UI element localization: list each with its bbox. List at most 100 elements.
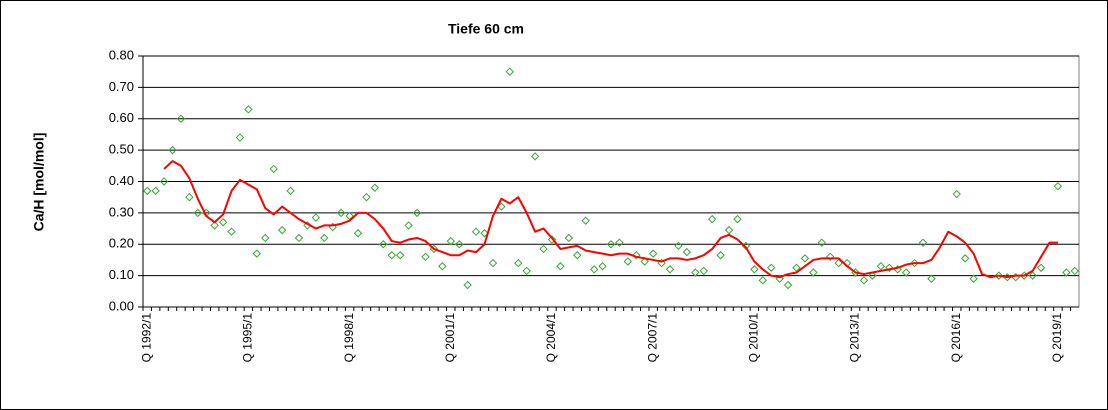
- x-tick-label: Q 2016/1: [949, 313, 963, 363]
- data-point: [640, 257, 649, 266]
- data-point: [589, 265, 599, 274]
- data-point: [336, 208, 346, 218]
- data-point: [480, 229, 489, 238]
- data-point: [455, 240, 464, 249]
- data-point: [210, 221, 219, 230]
- data-point: [885, 263, 894, 272]
- data-point: [699, 266, 708, 276]
- data-point: [707, 214, 717, 224]
- data-point: [800, 254, 810, 263]
- data-point: [1028, 271, 1037, 280]
- data-point: [1070, 266, 1079, 276]
- data-point: [539, 244, 548, 254]
- x-tick-label: Q 2019/1: [1050, 313, 1064, 363]
- x-tick-label: Q 2013/1: [848, 313, 862, 363]
- data-point: [1053, 181, 1063, 191]
- data-point: [868, 271, 877, 280]
- data-point: [286, 186, 295, 196]
- x-tick-label: Q 2007/1: [645, 313, 659, 363]
- data-point: [952, 189, 961, 199]
- data-point: [733, 214, 742, 224]
- data-point: [353, 229, 363, 238]
- data-point: [362, 192, 371, 202]
- data-point: [767, 263, 776, 272]
- data-point: [834, 258, 843, 268]
- data-point: [421, 252, 430, 262]
- data-point: [547, 235, 557, 244]
- data-point: [261, 233, 270, 243]
- data-point: [682, 247, 692, 257]
- data-point: [716, 251, 725, 260]
- data-point: [665, 265, 675, 274]
- data-point: [648, 249, 658, 258]
- x-tick-label: Q 2004/1: [544, 313, 558, 363]
- data-point: [488, 258, 498, 268]
- x-tick-label: Q 1995/1: [241, 313, 255, 363]
- data-point: [876, 262, 886, 271]
- y-tick-label: 0.20: [109, 236, 134, 251]
- y-tick-label: 0.00: [109, 298, 134, 313]
- y-tick-label: 0.10: [109, 267, 134, 282]
- y-tick-label: 0.70: [109, 79, 134, 94]
- x-tick-label: Q 2001/1: [443, 313, 457, 363]
- data-point: [311, 213, 321, 222]
- data-point: [564, 233, 574, 243]
- data-point: [252, 249, 262, 258]
- data-point: [918, 238, 928, 247]
- x-tick-label: Q 1992/1: [139, 313, 153, 363]
- data-point: [859, 276, 869, 285]
- data-point: [244, 105, 253, 114]
- data-point: [817, 238, 827, 247]
- data-point: [379, 240, 388, 249]
- data-point: [294, 233, 304, 243]
- data-point: [615, 238, 624, 247]
- y-tick-label: 0.80: [109, 47, 134, 62]
- data-point: [277, 225, 287, 235]
- data-point: [370, 183, 380, 192]
- data-point: [606, 240, 616, 249]
- data-point: [168, 145, 177, 155]
- data-point: [530, 152, 540, 161]
- data-point: [556, 262, 565, 271]
- data-point: [623, 257, 633, 266]
- data-point: [969, 274, 978, 283]
- data-point: [159, 177, 169, 186]
- data-point: [395, 251, 405, 260]
- data-point: [1062, 268, 1071, 277]
- data-point: [809, 268, 818, 277]
- data-point: [235, 133, 245, 142]
- data-point: [691, 268, 700, 277]
- data-point: [598, 262, 607, 271]
- data-point: [1036, 263, 1046, 272]
- data-point: [522, 266, 531, 276]
- data-point: [471, 227, 481, 236]
- data-point: [750, 265, 759, 274]
- data-point: [463, 280, 472, 290]
- data-point: [143, 186, 152, 196]
- data-point: [412, 208, 422, 218]
- data-point: [674, 241, 683, 251]
- data-point: [193, 208, 203, 218]
- data-point: [227, 227, 236, 236]
- chart-title: Tiefe 60 cm: [448, 21, 524, 37]
- x-tick-label: Q 2010/1: [747, 313, 761, 363]
- x-tick-label: Q 1998/1: [342, 313, 356, 363]
- data-point: [505, 67, 515, 76]
- data-line: [163, 160, 1058, 279]
- data-point: [514, 258, 523, 268]
- y-tick-label: 0.50: [109, 142, 134, 157]
- data-point: [758, 276, 767, 285]
- data-point: [826, 252, 835, 262]
- data-point: [994, 271, 1004, 280]
- data-point: [927, 274, 936, 283]
- data-point: [320, 233, 329, 243]
- y-tick-label: 0.60: [109, 110, 134, 125]
- data-point: [910, 258, 919, 268]
- y-tick-label: 0.40: [109, 173, 134, 188]
- data-point: [632, 251, 641, 260]
- data-point: [387, 251, 396, 260]
- data-point: [581, 216, 590, 225]
- data-point: [724, 225, 734, 235]
- data-point: [446, 236, 455, 246]
- data-point: [438, 262, 447, 271]
